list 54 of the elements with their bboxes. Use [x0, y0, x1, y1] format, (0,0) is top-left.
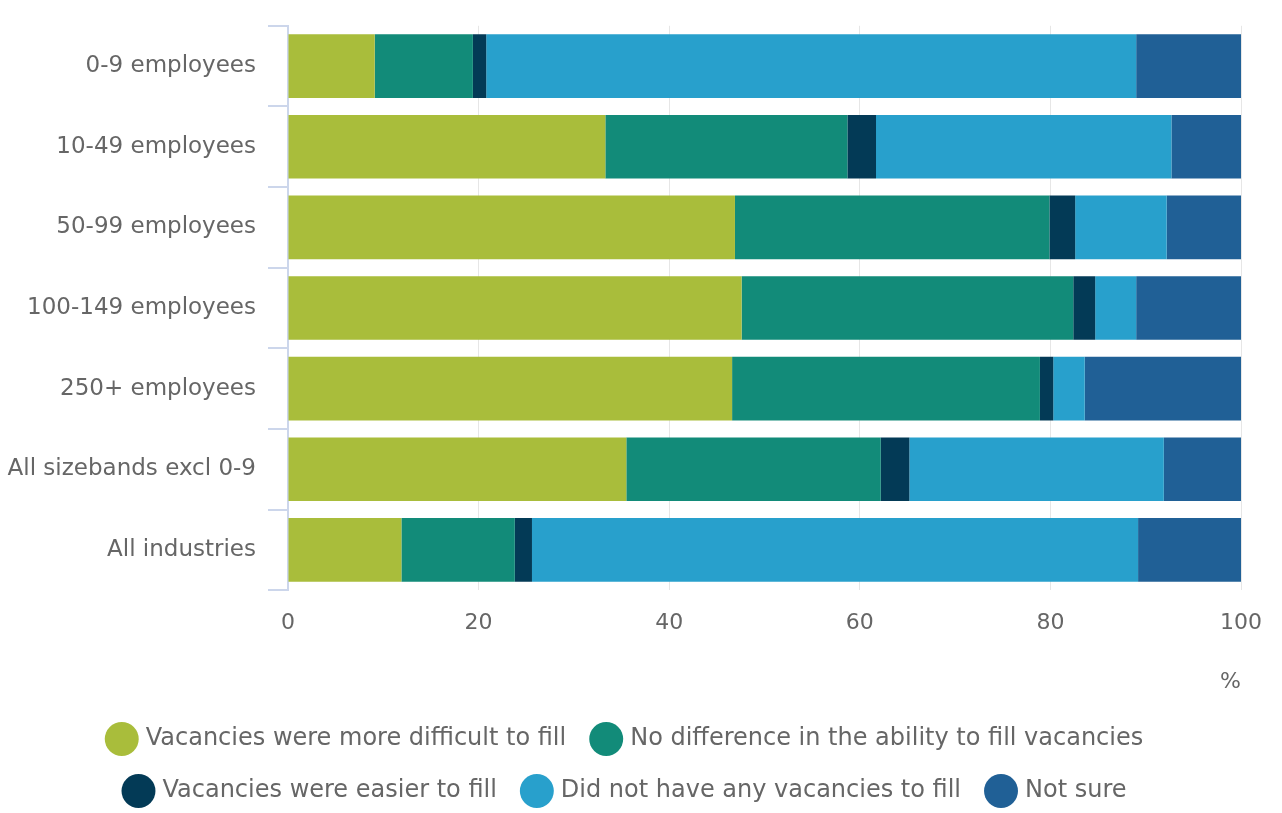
bar	[626, 437, 881, 502]
legend-label: Vacancies were easier to fill	[162, 775, 497, 804]
legend-label: Not sure	[1025, 775, 1127, 804]
y-tick-label: 100-149 employees	[27, 292, 256, 319]
bar	[288, 356, 733, 421]
bar	[1053, 356, 1085, 421]
bar	[288, 114, 606, 179]
x-tick-label: 20	[464, 609, 493, 635]
bar	[486, 34, 1137, 98]
bar	[288, 276, 742, 340]
bar	[734, 195, 1050, 260]
bar	[374, 34, 473, 98]
x-axis-title: %	[1220, 667, 1241, 693]
x-tick-label: 80	[1036, 609, 1065, 635]
legend-label: Vacancies were more difficult to fill	[145, 723, 567, 752]
x-tick-label: 100	[1220, 609, 1262, 635]
bar	[741, 276, 1074, 340]
bar	[1095, 276, 1137, 340]
bar	[1075, 195, 1167, 260]
y-tick-label: 250+ employees	[60, 373, 256, 400]
bar	[514, 518, 532, 582]
bar	[732, 356, 1040, 421]
bar	[605, 114, 848, 179]
bar	[288, 34, 375, 98]
bar	[880, 437, 910, 502]
bar	[288, 518, 402, 582]
bar	[1136, 34, 1241, 98]
bar	[909, 437, 1164, 502]
x-tick-label: 40	[655, 609, 684, 635]
x-tick-label: 0	[281, 609, 295, 635]
bar	[1171, 114, 1241, 179]
bar	[847, 114, 876, 179]
bar	[288, 195, 735, 260]
legend-label: Did not have any vacancies to fill	[560, 775, 962, 804]
y-tick-label: 50-99 employees	[56, 212, 256, 239]
y-tick-label: 10-49 employees	[56, 131, 256, 158]
bar	[1073, 276, 1096, 340]
bar	[531, 518, 1139, 582]
bar	[876, 114, 1172, 179]
y-tick-label: All industries	[107, 534, 256, 561]
x-tick-label: 60	[845, 609, 874, 635]
bar	[1166, 195, 1241, 260]
bar	[1039, 356, 1054, 421]
bar	[1049, 195, 1076, 260]
bar	[401, 518, 515, 582]
y-tick-label: All sizebands excl 0-9	[7, 454, 256, 481]
bar	[1136, 276, 1241, 340]
legend-label: No difference in the ability to fill vacancies	[630, 723, 1144, 752]
bar	[1163, 437, 1241, 502]
bar	[1084, 356, 1241, 421]
bar	[1138, 518, 1241, 582]
y-tick-label: 0-9 employees	[85, 51, 256, 78]
bar	[472, 34, 487, 98]
bar	[288, 437, 627, 502]
